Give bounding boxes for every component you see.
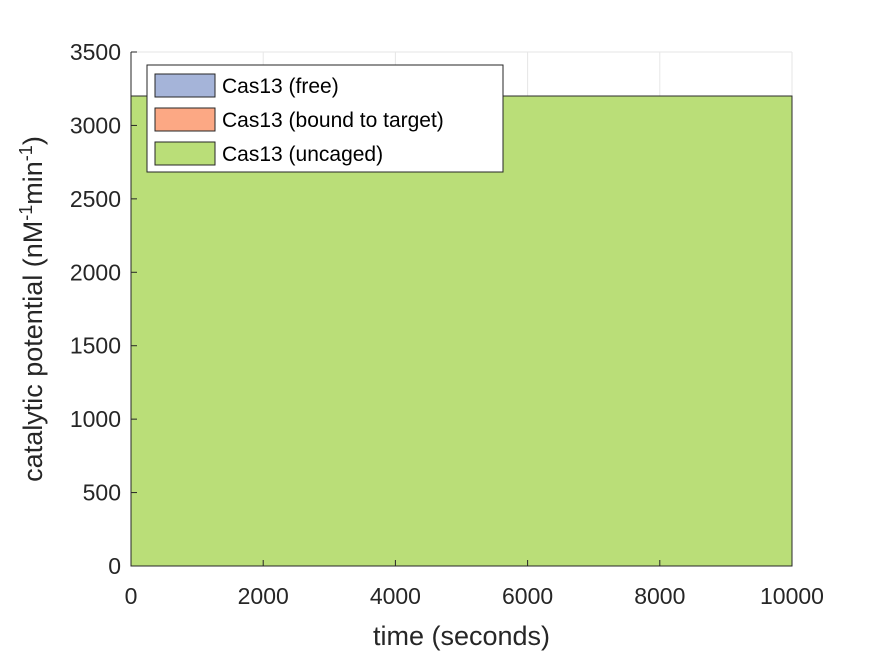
y-axis-label-prefix: catalytic potential (nM	[18, 221, 48, 482]
y-tick-label: 3000	[70, 112, 121, 138]
y-tick-label: 3500	[70, 39, 121, 65]
x-tick-label: 6000	[502, 583, 553, 609]
y-axis-label-middle: min	[18, 161, 48, 205]
y-tick-label: 2500	[70, 186, 121, 212]
axes	[130, 51, 793, 567]
legend-swatch-free	[154, 73, 216, 98]
y-tick-label: 1500	[70, 333, 121, 359]
legend-label-bound: Cas13 (bound to target)	[222, 109, 444, 132]
x-tick-labels: 0 2000 4000 6000 8000 10000	[125, 583, 824, 609]
y-tick-label: 1000	[70, 406, 121, 432]
y-tick-label: 2000	[70, 259, 121, 285]
y-tick-label: 0	[108, 553, 121, 579]
y-axis-label-sup2: -1	[16, 145, 36, 161]
y-axis-label-sup1: -1	[16, 205, 36, 221]
legend-label-free: Cas13 (free)	[222, 75, 339, 98]
x-tick-label: 10000	[760, 583, 824, 609]
legend-swatch-bound	[154, 107, 216, 132]
y-tick-labels: 0 500 1000 1500 2000 2500 3000 3500	[70, 39, 121, 579]
x-tick-label: 2000	[238, 583, 289, 609]
legend-label-uncaged: Cas13 (uncaged)	[222, 143, 383, 166]
y-axis-label-suffix: )	[18, 136, 48, 145]
x-tick-label: 4000	[370, 583, 421, 609]
y-tick-label: 500	[83, 480, 121, 506]
legend: Cas13 (free) Cas13 (bound to target) Cas…	[146, 64, 504, 173]
x-axis-label: time (seconds)	[373, 621, 550, 651]
y-axis-label: catalytic potential (nM-1min-1)	[16, 136, 48, 482]
x-tick-label: 0	[125, 583, 138, 609]
x-tick-label: 8000	[634, 583, 685, 609]
legend-swatch-uncaged	[154, 141, 216, 166]
